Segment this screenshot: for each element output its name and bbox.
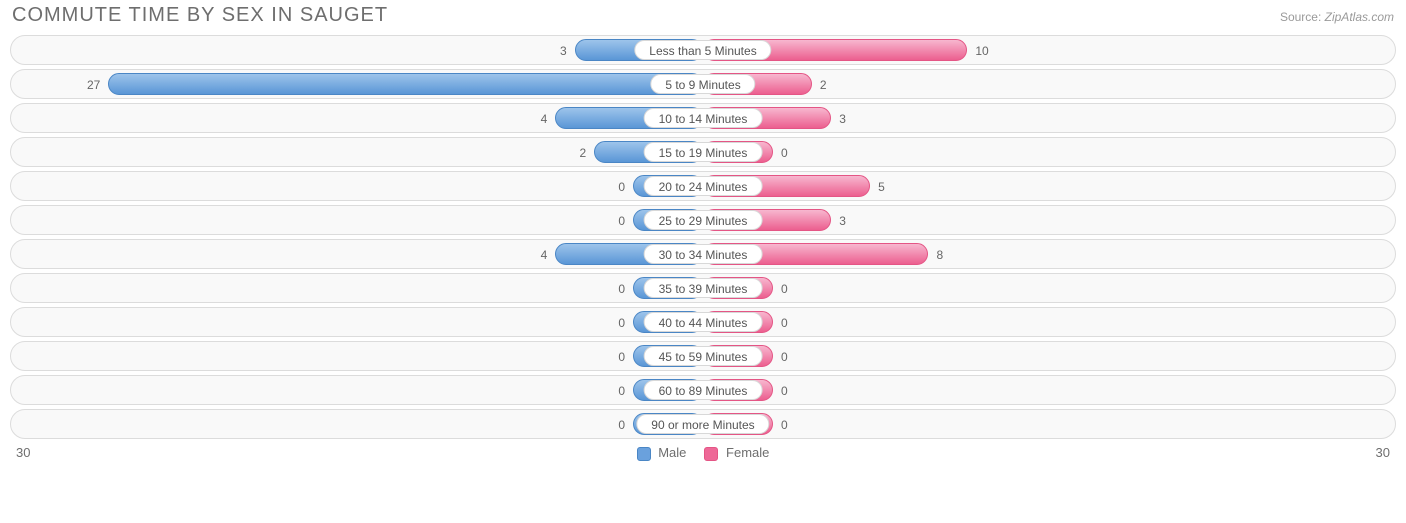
value-label-female: 0 bbox=[781, 342, 788, 371]
category-label: 15 to 19 Minutes bbox=[644, 142, 763, 162]
axis-left-max: 30 bbox=[16, 445, 30, 460]
value-label-male: 0 bbox=[618, 342, 625, 371]
value-label-female: 10 bbox=[975, 36, 988, 65]
category-label: 10 to 14 Minutes bbox=[644, 108, 763, 128]
value-label-male: 0 bbox=[618, 376, 625, 405]
value-label-male: 0 bbox=[618, 172, 625, 201]
chart-row: 0 0 40 to 44 Minutes bbox=[10, 307, 1396, 337]
chart-row: 0 3 25 to 29 Minutes bbox=[10, 205, 1396, 235]
value-label-male: 0 bbox=[618, 308, 625, 337]
value-label-female: 0 bbox=[781, 410, 788, 439]
category-label: 25 to 29 Minutes bbox=[644, 210, 763, 230]
source-value: ZipAtlas.com bbox=[1325, 10, 1394, 24]
value-label-female: 0 bbox=[781, 376, 788, 405]
chart-row: 0 5 20 to 24 Minutes bbox=[10, 171, 1396, 201]
legend-item-female: Female bbox=[704, 445, 769, 461]
value-label-female: 0 bbox=[781, 308, 788, 337]
category-label: 40 to 44 Minutes bbox=[644, 312, 763, 332]
category-label: 60 to 89 Minutes bbox=[644, 380, 763, 400]
value-label-female: 2 bbox=[820, 70, 827, 99]
value-label-male: 0 bbox=[618, 410, 625, 439]
value-label-female: 0 bbox=[781, 274, 788, 303]
source-label: Source: bbox=[1280, 10, 1321, 24]
value-label-female: 0 bbox=[781, 138, 788, 167]
value-label-male: 3 bbox=[560, 36, 567, 65]
chart-row: 3 10 Less than 5 Minutes bbox=[10, 35, 1396, 65]
chart-row: 4 8 30 to 34 Minutes bbox=[10, 239, 1396, 269]
chart-row: 0 0 45 to 59 Minutes bbox=[10, 341, 1396, 371]
legend-label-male: Male bbox=[658, 445, 686, 460]
category-label: 30 to 34 Minutes bbox=[644, 244, 763, 264]
value-label-female: 3 bbox=[839, 206, 846, 235]
category-label: 90 or more Minutes bbox=[636, 414, 769, 434]
category-label: 5 to 9 Minutes bbox=[650, 74, 755, 94]
value-label-male: 4 bbox=[541, 240, 548, 269]
value-label-male: 0 bbox=[618, 206, 625, 235]
chart-row: 2 0 15 to 19 Minutes bbox=[10, 137, 1396, 167]
header: COMMUTE TIME BY SEX IN SAUGET Source: Zi… bbox=[10, 4, 1396, 27]
chart-footer: 30 Male Female 30 bbox=[10, 443, 1396, 461]
chart-row: 0 0 60 to 89 Minutes bbox=[10, 375, 1396, 405]
legend: Male Female bbox=[637, 445, 770, 461]
legend-swatch-male bbox=[637, 447, 651, 461]
diverging-bar-chart: 3 10 Less than 5 Minutes 27 2 5 to 9 Minutes 4… bbox=[10, 35, 1396, 439]
value-label-female: 3 bbox=[839, 104, 846, 133]
value-label-male: 0 bbox=[618, 274, 625, 303]
value-label-female: 5 bbox=[878, 172, 885, 201]
chart-title: COMMUTE TIME BY SEX IN SAUGET bbox=[12, 4, 388, 27]
legend-swatch-female bbox=[704, 447, 718, 461]
chart-row: 4 3 10 to 14 Minutes bbox=[10, 103, 1396, 133]
value-label-male: 27 bbox=[87, 70, 100, 99]
legend-label-female: Female bbox=[726, 445, 769, 460]
axis-right-max: 30 bbox=[1376, 445, 1390, 460]
category-label: 45 to 59 Minutes bbox=[644, 346, 763, 366]
value-label-male: 2 bbox=[579, 138, 586, 167]
category-label: Less than 5 Minutes bbox=[634, 40, 771, 60]
legend-item-male: Male bbox=[637, 445, 687, 461]
value-label-male: 4 bbox=[541, 104, 548, 133]
category-label: 35 to 39 Minutes bbox=[644, 278, 763, 298]
bar-male bbox=[108, 73, 703, 95]
value-label-female: 8 bbox=[936, 240, 943, 269]
chart-row: 0 0 90 or more Minutes bbox=[10, 409, 1396, 439]
chart-row: 0 0 35 to 39 Minutes bbox=[10, 273, 1396, 303]
source-attribution: Source: ZipAtlas.com bbox=[1280, 10, 1394, 24]
category-label: 20 to 24 Minutes bbox=[644, 176, 763, 196]
chart-container: COMMUTE TIME BY SEX IN SAUGET Source: Zi… bbox=[0, 0, 1406, 467]
chart-row: 27 2 5 to 9 Minutes bbox=[10, 69, 1396, 99]
